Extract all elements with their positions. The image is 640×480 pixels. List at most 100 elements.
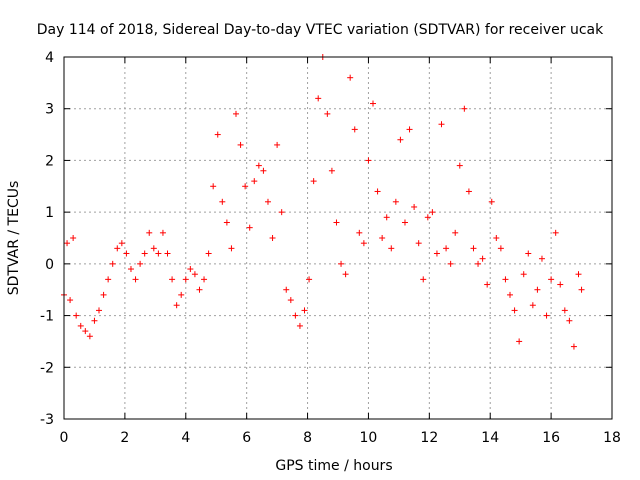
data-point [566, 317, 573, 324]
data-point [269, 235, 276, 241]
data-point [456, 162, 463, 169]
data-point [475, 260, 482, 267]
data-point [570, 343, 577, 350]
data-point [561, 307, 568, 314]
data-point [137, 260, 144, 267]
data-point [351, 126, 358, 133]
data-point [365, 157, 372, 164]
y-axis-label: SDTVAR / TECUs [6, 181, 22, 296]
data-point [406, 126, 413, 133]
data-point [347, 74, 354, 81]
y-tick-labels: -3 -2 -1 0 1 2 3 4 [40, 50, 54, 428]
data-point [178, 291, 185, 298]
x-tick-labels: 0 2 4 6 8 10 12 14 16 18 [60, 430, 621, 446]
data-point [497, 245, 504, 252]
data-point [383, 214, 390, 221]
data-point [210, 183, 217, 190]
data-point [118, 240, 125, 247]
data-point [370, 100, 377, 107]
data-point [470, 245, 477, 252]
data-point [447, 260, 454, 267]
x-tick-label: 0 [60, 430, 69, 446]
data-point [187, 266, 194, 273]
x-tick-label: 14 [481, 430, 499, 446]
data-point [219, 198, 226, 205]
data-point [388, 245, 395, 252]
data-point [123, 250, 130, 257]
data-point [237, 141, 244, 148]
data-point [274, 141, 281, 148]
y-tick-label: 4 [45, 50, 54, 66]
data-point [260, 167, 267, 174]
y-tick-label: 2 [45, 153, 54, 169]
data-point [397, 136, 404, 143]
x-tick-label: 6 [242, 430, 251, 446]
x-tick-label: 12 [420, 430, 438, 446]
data-point [233, 110, 240, 117]
data-point [114, 245, 121, 252]
data-point [310, 178, 317, 185]
data-point [205, 250, 212, 257]
data-point [96, 307, 103, 314]
data-point [201, 276, 208, 283]
x-tick-label: 16 [542, 430, 560, 446]
y-tick-label: 1 [45, 205, 54, 221]
x-tick-label: 8 [303, 430, 312, 446]
data-point [338, 260, 345, 267]
data-point [543, 312, 550, 319]
data-point [246, 224, 253, 231]
data-point [411, 203, 418, 210]
data-point [173, 302, 180, 309]
data-point [255, 162, 262, 169]
axis-ticks [63, 56, 613, 420]
data-point [465, 188, 472, 195]
data-point [315, 95, 322, 102]
data-point [342, 271, 349, 278]
data-point [488, 198, 495, 205]
y-tick-label: -3 [40, 412, 54, 428]
chart-title: Day 114 of 2018, Sidereal Day-to-day VTE… [37, 22, 604, 38]
x-tick-label: 2 [120, 430, 129, 446]
data-point [228, 245, 235, 252]
data-point [292, 312, 299, 319]
data-point [242, 183, 249, 190]
data-point [548, 276, 555, 283]
x-tick-label: 4 [181, 430, 190, 446]
data-point [306, 276, 313, 283]
data-point [191, 271, 198, 278]
data-point [534, 286, 541, 293]
data-point [77, 322, 84, 329]
data-point [64, 240, 71, 247]
data-point [429, 209, 436, 216]
data-point [159, 229, 166, 236]
data-point [324, 110, 331, 117]
data-point [493, 235, 500, 241]
data-point [146, 229, 153, 236]
data-point [182, 276, 189, 283]
data-point [438, 121, 445, 128]
grid-lines [64, 57, 612, 419]
data-point [67, 297, 74, 304]
data-point [552, 229, 559, 236]
data-point [82, 328, 89, 335]
y-tick-label: -2 [40, 360, 54, 376]
data-point [196, 286, 203, 293]
data-point [415, 240, 422, 247]
data-point [214, 131, 221, 138]
data-point [502, 276, 509, 283]
x-tick-label: 10 [360, 430, 378, 446]
data-point [529, 302, 536, 309]
data-point [424, 214, 431, 221]
data-point [91, 317, 98, 324]
data-point [516, 338, 523, 345]
data-point [374, 188, 381, 195]
data-point [223, 219, 230, 226]
data-point [73, 312, 80, 319]
data-point [333, 219, 340, 226]
y-tick-label: -1 [40, 309, 54, 325]
data-point [520, 271, 527, 278]
data-point [379, 235, 386, 241]
data-point [511, 307, 518, 314]
data-point [461, 105, 468, 112]
